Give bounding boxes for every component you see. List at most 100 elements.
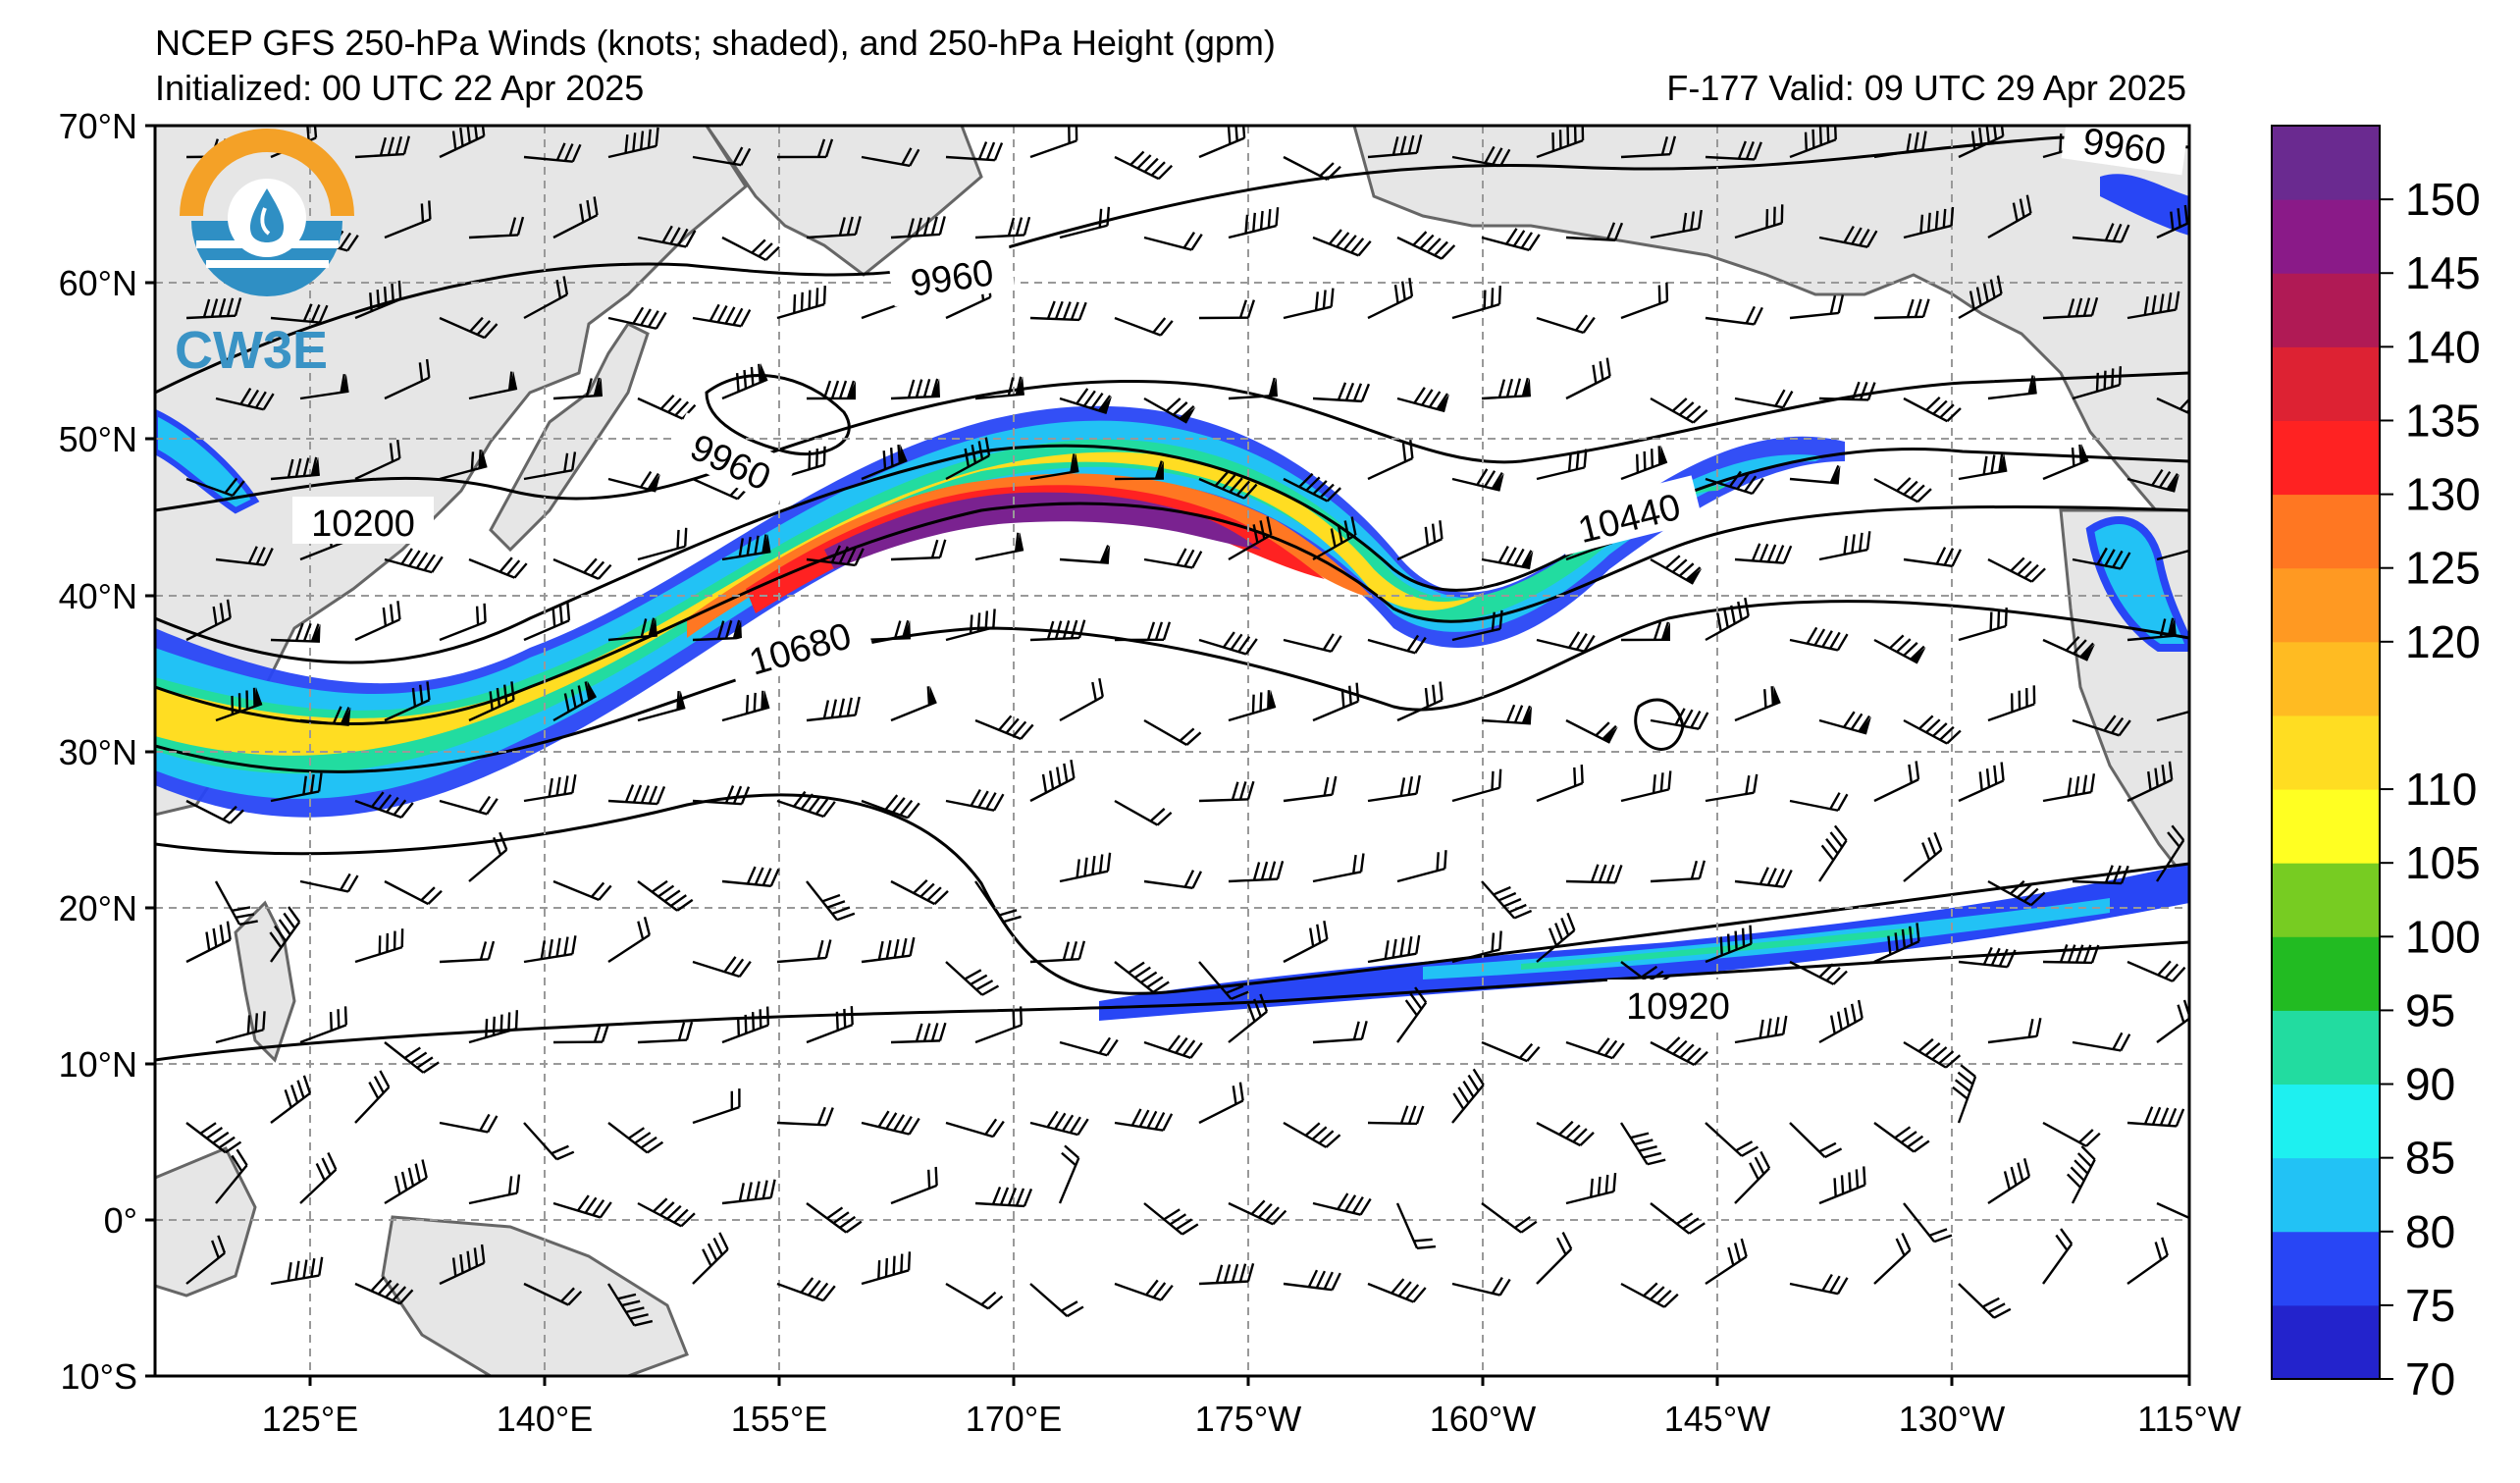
wind-barb bbox=[1481, 1040, 1541, 1063]
wind-barb bbox=[468, 1010, 519, 1044]
wind-barb bbox=[1958, 607, 2008, 642]
wind-barb bbox=[1312, 853, 1365, 883]
colorbar-tick-label: 145 bbox=[2405, 247, 2481, 298]
wind-barb bbox=[1396, 986, 1428, 1043]
wind-barb bbox=[945, 1118, 1005, 1139]
wind-barb bbox=[1283, 155, 1341, 182]
cw3e-logo: CW3E bbox=[175, 129, 354, 380]
wind-barb bbox=[1705, 925, 1753, 964]
wind-barb bbox=[637, 1021, 694, 1044]
wind-barb bbox=[974, 376, 1024, 400]
wind-barb bbox=[1029, 940, 1086, 964]
colorbar-swatch bbox=[2272, 273, 2380, 347]
map-title: NCEP GFS 250-hPa Winds (knots; shaded), … bbox=[155, 23, 1276, 63]
wind-barb bbox=[1283, 920, 1329, 964]
wind-barb bbox=[1565, 357, 1611, 400]
colorbar: 70 75 80 85 90 95 100 105 110 120 125 130 135 140 145 1… bbox=[2271, 125, 2481, 1404]
wind-barb bbox=[637, 1197, 696, 1228]
wind-barb bbox=[1029, 126, 1078, 159]
wind-barb bbox=[1114, 150, 1174, 181]
jet-cyan-band bbox=[155, 420, 1825, 799]
wind-barb bbox=[2072, 715, 2131, 737]
wind-barb bbox=[1029, 1283, 1084, 1318]
wind-barb bbox=[215, 1011, 266, 1044]
wind-barb bbox=[945, 1282, 1004, 1310]
wind-barb bbox=[721, 236, 780, 262]
wind-barb bbox=[1818, 531, 1871, 561]
height-contours bbox=[155, 135, 2189, 1062]
wind-barb bbox=[806, 380, 857, 400]
wind-barb bbox=[776, 286, 826, 320]
wind-barb bbox=[721, 363, 768, 400]
wind-barb bbox=[1059, 852, 1112, 883]
wind-barb bbox=[1451, 145, 1511, 168]
colorbar-tick-label: 75 bbox=[2405, 1280, 2455, 1331]
wind-barb bbox=[1114, 1279, 1174, 1301]
wind-barb bbox=[1143, 1034, 1203, 1059]
land-new-guinea bbox=[381, 1215, 689, 1376]
wind-barb bbox=[974, 1006, 1024, 1044]
wind-barb bbox=[1903, 1037, 1962, 1069]
wind-barb bbox=[1029, 453, 1079, 481]
wind-barb bbox=[1536, 764, 1584, 803]
wind-barb bbox=[1789, 294, 1845, 320]
wind-barb bbox=[1565, 222, 1624, 242]
wind-barb bbox=[692, 146, 752, 167]
wind-barb bbox=[1198, 1082, 1244, 1125]
colorbar-tick-label: 85 bbox=[2405, 1133, 2455, 1184]
wind-barb bbox=[1565, 718, 1618, 744]
wind-barb bbox=[1114, 1108, 1174, 1132]
wind-barb bbox=[1705, 140, 1762, 161]
wind-barb bbox=[1565, 864, 1623, 884]
wind-barb bbox=[1903, 715, 1962, 745]
wind-barb bbox=[1481, 1202, 1538, 1234]
wind-barb bbox=[1987, 375, 2037, 400]
wind-barbs bbox=[185, 126, 2189, 1327]
wind-barb bbox=[1481, 880, 1533, 920]
wind-barb bbox=[439, 126, 486, 159]
colorbar-swatch bbox=[2272, 936, 2380, 1011]
wind-barb bbox=[1114, 621, 1172, 642]
wind-barb bbox=[692, 303, 752, 328]
wind-barb bbox=[776, 939, 832, 964]
wind-barb bbox=[439, 449, 488, 481]
wind-barb bbox=[1143, 232, 1203, 251]
wind-barb bbox=[1789, 792, 1849, 812]
wind-barb bbox=[974, 216, 1031, 239]
wind-barb bbox=[1312, 1192, 1372, 1216]
wind-barb bbox=[354, 601, 401, 642]
wind-barb bbox=[552, 377, 603, 400]
wind-barb bbox=[1114, 460, 1165, 481]
wind-barb bbox=[1283, 1121, 1341, 1148]
wind-barb bbox=[1228, 377, 1278, 400]
colorbar-tick-label: 110 bbox=[2405, 764, 2477, 815]
colorbar-swatch bbox=[2272, 420, 2380, 496]
wind-barb bbox=[1650, 1202, 1706, 1235]
y-tick-label: 20°N bbox=[59, 888, 137, 928]
jet-outer-band bbox=[155, 405, 1845, 818]
wind-barb bbox=[1059, 677, 1104, 722]
y-tick-label: 50°N bbox=[59, 419, 137, 459]
wind-barb bbox=[1481, 377, 1531, 400]
wind-barb bbox=[1734, 685, 1781, 722]
wind-barb bbox=[1873, 1122, 1930, 1153]
wind-barb bbox=[1451, 468, 1504, 492]
wind-barb bbox=[215, 546, 274, 566]
colorbar-swatch bbox=[2272, 494, 2380, 569]
wind-barb bbox=[1789, 464, 1841, 485]
wind-barb bbox=[2042, 944, 2100, 965]
wind-barb bbox=[1198, 471, 1258, 500]
wind-barb bbox=[1620, 770, 1672, 803]
wind-barb bbox=[721, 866, 780, 888]
wind-barb bbox=[1958, 1283, 2012, 1319]
wind-barb bbox=[2126, 617, 2177, 642]
jet-stream-subtropical bbox=[1099, 864, 2189, 1021]
wind-barb bbox=[1873, 298, 1930, 320]
contour-label-10200: 10200 bbox=[311, 503, 415, 545]
wind-barb bbox=[721, 1006, 770, 1044]
wind-barb bbox=[523, 451, 577, 481]
wind-barb bbox=[1114, 799, 1173, 826]
wind-barb bbox=[468, 371, 518, 400]
wind-barb bbox=[1650, 397, 1708, 424]
wind-barb bbox=[637, 394, 697, 420]
